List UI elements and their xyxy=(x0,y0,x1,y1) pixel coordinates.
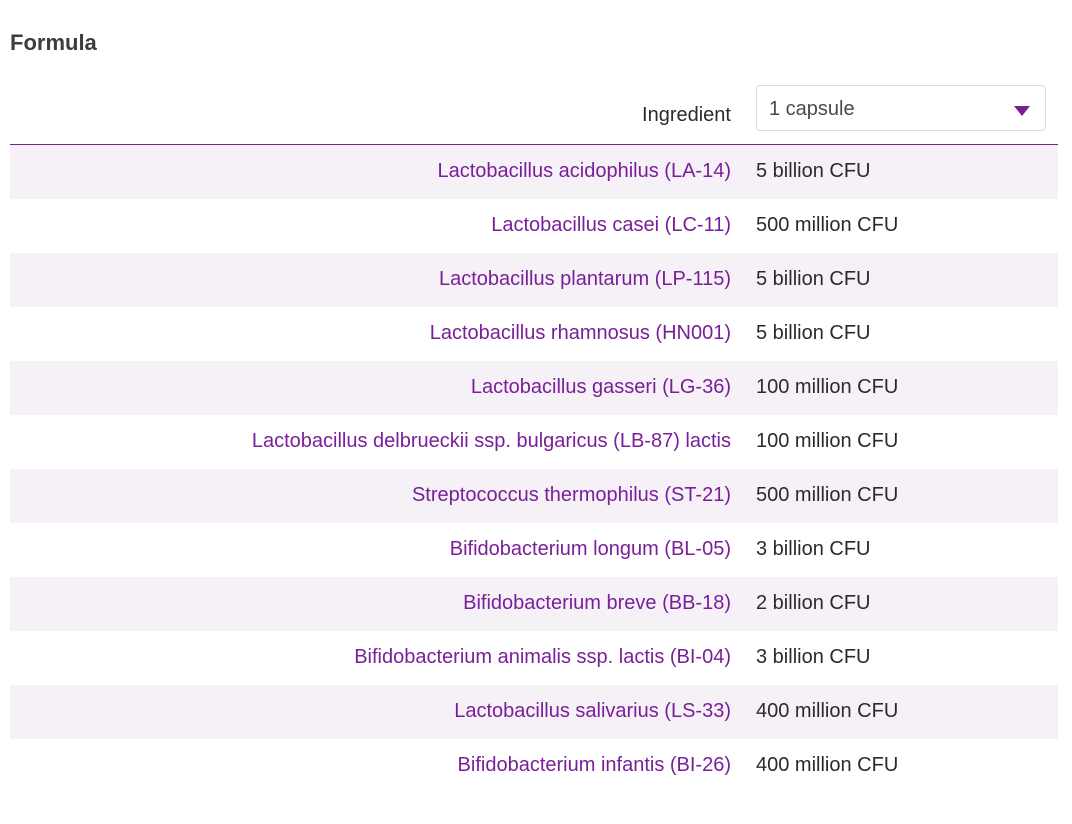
ingredient-amount: 3 billion CFU xyxy=(756,538,871,560)
table-row: Lactobacillus casei (LC-11) 500 million … xyxy=(10,199,1058,253)
ingredient-link[interactable]: Streptococcus thermophilus (ST-21) xyxy=(411,484,731,506)
ingredient-amount: 100 million CFU xyxy=(756,430,899,452)
table-row: Bifidobacterium infantis (BI-26) 400 mil… xyxy=(10,739,1058,793)
ingredient-amount: 5 billion CFU xyxy=(756,268,871,290)
ingredient-link[interactable]: Bifidobacterium infantis (BI-26) xyxy=(457,754,731,776)
ingredient-link[interactable]: Lactobacillus delbrueckii ssp. bulgaricu… xyxy=(251,430,731,452)
ingredient-link[interactable]: Lactobacillus gasseri (LG-36) xyxy=(470,376,731,398)
caret-down-icon xyxy=(1014,106,1030,116)
table-row: Lactobacillus rhamnosus (HN001) 5 billio… xyxy=(10,307,1058,361)
serving-size-value: 1 capsule xyxy=(769,98,855,120)
table-row: Lactobacillus acidophilus (LA-14) 5 bill… xyxy=(10,145,1058,199)
table-row: Lactobacillus gasseri (LG-36) 100 millio… xyxy=(10,361,1058,415)
ingredient-link[interactable]: Lactobacillus casei (LC-11) xyxy=(491,214,731,236)
table-row: Lactobacillus plantarum (LP-115) 5 billi… xyxy=(10,253,1058,307)
ingredient-link[interactable]: Lactobacillus acidophilus (LA-14) xyxy=(437,160,732,182)
ingredient-amount: 5 billion CFU xyxy=(756,322,871,344)
table-row: Lactobacillus salivarius (LS-33) 400 mil… xyxy=(10,685,1058,739)
ingredient-link[interactable]: Bifidobacterium animalis ssp. lactis (BI… xyxy=(354,646,731,668)
ingredient-amount: 3 billion CFU xyxy=(756,646,871,668)
ingredient-link[interactable]: Bifidobacterium longum (BL-05) xyxy=(449,538,731,560)
table-row: Bifidobacterium breve (BB-18) 2 billion … xyxy=(10,577,1058,631)
ingredient-link[interactable]: Lactobacillus salivarius (LS-33) xyxy=(454,700,731,722)
ingredient-header: Ingredient xyxy=(642,104,731,126)
ingredient-link[interactable]: Bifidobacterium breve (BB-18) xyxy=(463,592,731,614)
ingredient-amount: 5 billion CFU xyxy=(756,160,871,182)
table-row: Bifidobacterium animalis ssp. lactis (BI… xyxy=(10,631,1058,685)
ingredient-amount: 500 million CFU xyxy=(756,484,899,506)
table-row: Lactobacillus delbrueckii ssp. bulgaricu… xyxy=(10,415,1058,469)
table-header: Ingredient 1 capsule xyxy=(10,84,1058,145)
ingredient-amount: 400 million CFU xyxy=(756,754,899,776)
table-row: Streptococcus thermophilus (ST-21) 500 m… xyxy=(10,469,1058,523)
ingredient-link[interactable]: Lactobacillus plantarum (LP-115) xyxy=(438,268,731,290)
section-title: Formula xyxy=(10,30,97,55)
formula-table: Ingredient 1 capsule Lactobacillus acido… xyxy=(10,84,1058,793)
ingredient-link[interactable]: Lactobacillus rhamnosus (HN001) xyxy=(429,322,731,344)
ingredient-amount: 500 million CFU xyxy=(756,214,899,236)
ingredient-amount: 2 billion CFU xyxy=(756,592,871,614)
ingredient-amount: 100 million CFU xyxy=(756,376,899,398)
serving-size-select[interactable]: 1 capsule xyxy=(756,85,1046,131)
ingredient-amount: 400 million CFU xyxy=(756,700,899,722)
table-row: Bifidobacterium longum (BL-05) 3 billion… xyxy=(10,523,1058,577)
ingredient-rows: Lactobacillus acidophilus (LA-14) 5 bill… xyxy=(10,145,1058,793)
